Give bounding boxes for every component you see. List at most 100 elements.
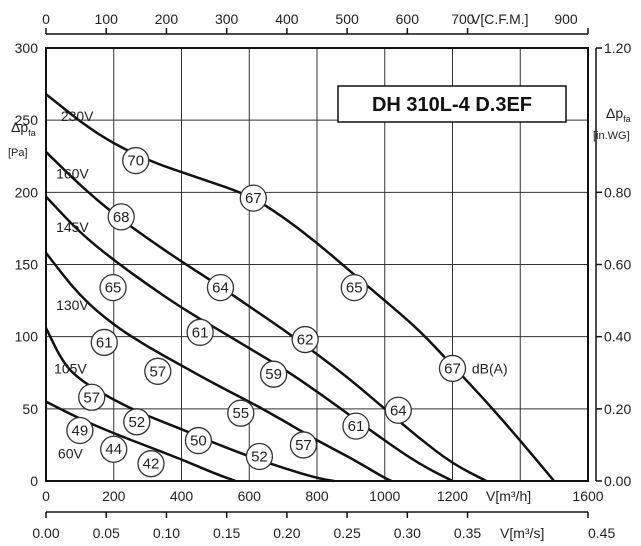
series-label: 160V bbox=[56, 166, 89, 182]
sound-level-label: 59 bbox=[265, 366, 282, 383]
sound-level-label: 61 bbox=[96, 334, 113, 351]
sound-level-marker bbox=[227, 399, 255, 427]
y-left-axis-unit: [Pa] bbox=[8, 147, 28, 159]
sound-level-label: 57 bbox=[149, 363, 166, 380]
sound-level-marker bbox=[90, 328, 118, 357]
sound-level-marker bbox=[438, 354, 467, 383]
sound-level-label: 55 bbox=[232, 405, 249, 422]
sound-level-label: 49 bbox=[72, 422, 89, 439]
sound-level-marker bbox=[342, 412, 370, 440]
x-bottom2-tick-label: 0.45 bbox=[588, 525, 615, 541]
axes: 0 50 100 150 200 250 300 Δpfa [Pa] 0.00 0.20 0.40 0.… bbox=[8, 11, 631, 541]
x-bottom-tick-label: 1000 bbox=[369, 488, 400, 504]
y-right-tick-label: 0.60 bbox=[604, 257, 631, 273]
sound-level-label: 68 bbox=[113, 209, 130, 226]
x-bottom-tick-label: 400 bbox=[170, 488, 194, 504]
x-bottom2-tick-label: 0.05 bbox=[93, 525, 120, 541]
x-top-tick-label: 600 bbox=[396, 11, 420, 27]
sound-level-marker bbox=[107, 203, 135, 231]
sound-level-label: 67 bbox=[245, 190, 262, 207]
sound-level-marker bbox=[245, 442, 274, 471]
sound-level-label: 64 bbox=[390, 402, 407, 419]
series-curve-60V bbox=[45, 400, 237, 483]
series-label: 60V bbox=[58, 446, 84, 462]
x-bottom-tick-label: 200 bbox=[102, 488, 126, 504]
sound-level-marker bbox=[100, 435, 128, 463]
y-right-tick-label: 0.00 bbox=[604, 473, 631, 489]
sound-level-label: 70 bbox=[127, 153, 144, 170]
y-left-tick-label: 250 bbox=[15, 112, 39, 128]
x-bottom2-tick-label: 0.20 bbox=[273, 525, 300, 541]
sound-level-label: 65 bbox=[105, 280, 122, 297]
sound-level-marker bbox=[259, 360, 288, 388]
sound-level-marker bbox=[291, 325, 319, 354]
x-bottom-tick-label: 1200 bbox=[437, 488, 468, 504]
y-right-axis-label: Δpfa bbox=[606, 105, 631, 124]
y-left-tick-label: 100 bbox=[15, 329, 39, 345]
y-left-tick-label: 300 bbox=[15, 40, 39, 56]
sound-level-label: 52 bbox=[251, 448, 268, 465]
x-bottom2-tick-label: 0.10 bbox=[153, 525, 180, 541]
x-bottom2-tick-label: 0.30 bbox=[394, 525, 421, 541]
x-top-tick-label: 900 bbox=[554, 11, 578, 27]
series-label: 230V bbox=[61, 108, 94, 124]
x-bottom2-tick-label: 0.15 bbox=[213, 525, 240, 541]
x-bottom-tick-label: 800 bbox=[305, 488, 329, 504]
x-bottom2-tick-label: 0.25 bbox=[333, 525, 360, 541]
sound-level-label: 57 bbox=[295, 437, 312, 454]
y-right-tick-label: 1.20 bbox=[604, 40, 631, 56]
series-label: 130V bbox=[56, 297, 89, 313]
sound-level-marker bbox=[239, 184, 267, 212]
x-bottom-axis-label: V[m³/h] bbox=[486, 488, 531, 504]
title-box-frame bbox=[337, 85, 567, 123]
sound-level-marker bbox=[340, 273, 368, 302]
sound-level-label: 67 bbox=[444, 360, 461, 377]
y-left-tick-label: 150 bbox=[15, 257, 39, 273]
sound-level-marker bbox=[184, 426, 213, 455]
x-top-tick-label: 100 bbox=[95, 11, 119, 27]
title-box: DH 310L-4 D.3EF bbox=[337, 85, 567, 123]
sound-level-label: 44 bbox=[105, 441, 122, 458]
y-left-tick-label: 0 bbox=[30, 473, 38, 489]
sound-level-label: 61 bbox=[348, 418, 365, 435]
x-bottom2-tick-label: 0.35 bbox=[454, 525, 481, 541]
y-left-tick-label: 50 bbox=[22, 401, 38, 417]
sound-level-label: 61 bbox=[192, 324, 209, 341]
sound-level-marker bbox=[384, 396, 412, 424]
y-right-tick-label: 0.80 bbox=[604, 184, 631, 200]
x-top-axis-label: V[C.F.M.] bbox=[471, 11, 529, 27]
x-top-tick-label: 200 bbox=[155, 11, 179, 27]
sound-level-marker bbox=[186, 318, 214, 346]
sound-level-marker bbox=[206, 273, 235, 302]
sound-level-label: 57 bbox=[83, 389, 100, 406]
sound-level-marker bbox=[122, 146, 150, 175]
y-right-tick-label: 0.20 bbox=[604, 401, 631, 417]
labels: 230V 160V 145V 130V 105V 60V 70 67 68 64 65 65 61 61 6… bbox=[54, 108, 508, 478]
y-right-axis-label-sub: fa bbox=[623, 114, 631, 124]
sound-level-marker bbox=[144, 357, 172, 385]
x-top-tick-label: 300 bbox=[215, 11, 239, 27]
sound-level-label: 62 bbox=[297, 332, 314, 349]
x-bottom-tick-label: 1600 bbox=[572, 488, 603, 504]
sound-level-marker bbox=[78, 383, 106, 411]
y-left-axis-label-sub: fa bbox=[28, 128, 36, 138]
x-bottom2-tick-label: 0.00 bbox=[32, 525, 59, 541]
x-top-tick-label: 400 bbox=[275, 11, 299, 27]
x-bottom-tick-label: 600 bbox=[238, 488, 262, 504]
x-bottom-tick-label: 0 bbox=[42, 488, 50, 504]
y-right-tick-label: 0.40 bbox=[604, 329, 631, 345]
x-top-tick-label: 0 bbox=[42, 11, 50, 27]
chart-title: DH 310L-4 D.3EF bbox=[372, 94, 532, 116]
sound-level-label: 65 bbox=[346, 280, 363, 297]
series-curve-105V bbox=[44, 327, 335, 483]
x-top-tick-label: 700 bbox=[451, 11, 475, 27]
sound-level-marker bbox=[99, 273, 127, 302]
sound-level-label: 64 bbox=[212, 280, 229, 297]
x-bottom2-axis-label: V[m³/s] bbox=[500, 525, 544, 541]
series-label: 145V bbox=[56, 219, 89, 235]
y-right-axis-unit: [in.WG] bbox=[593, 130, 630, 142]
sound-level-marker bbox=[66, 416, 94, 445]
series-label: 105V bbox=[54, 360, 87, 376]
sound-level-marker bbox=[289, 431, 318, 459]
